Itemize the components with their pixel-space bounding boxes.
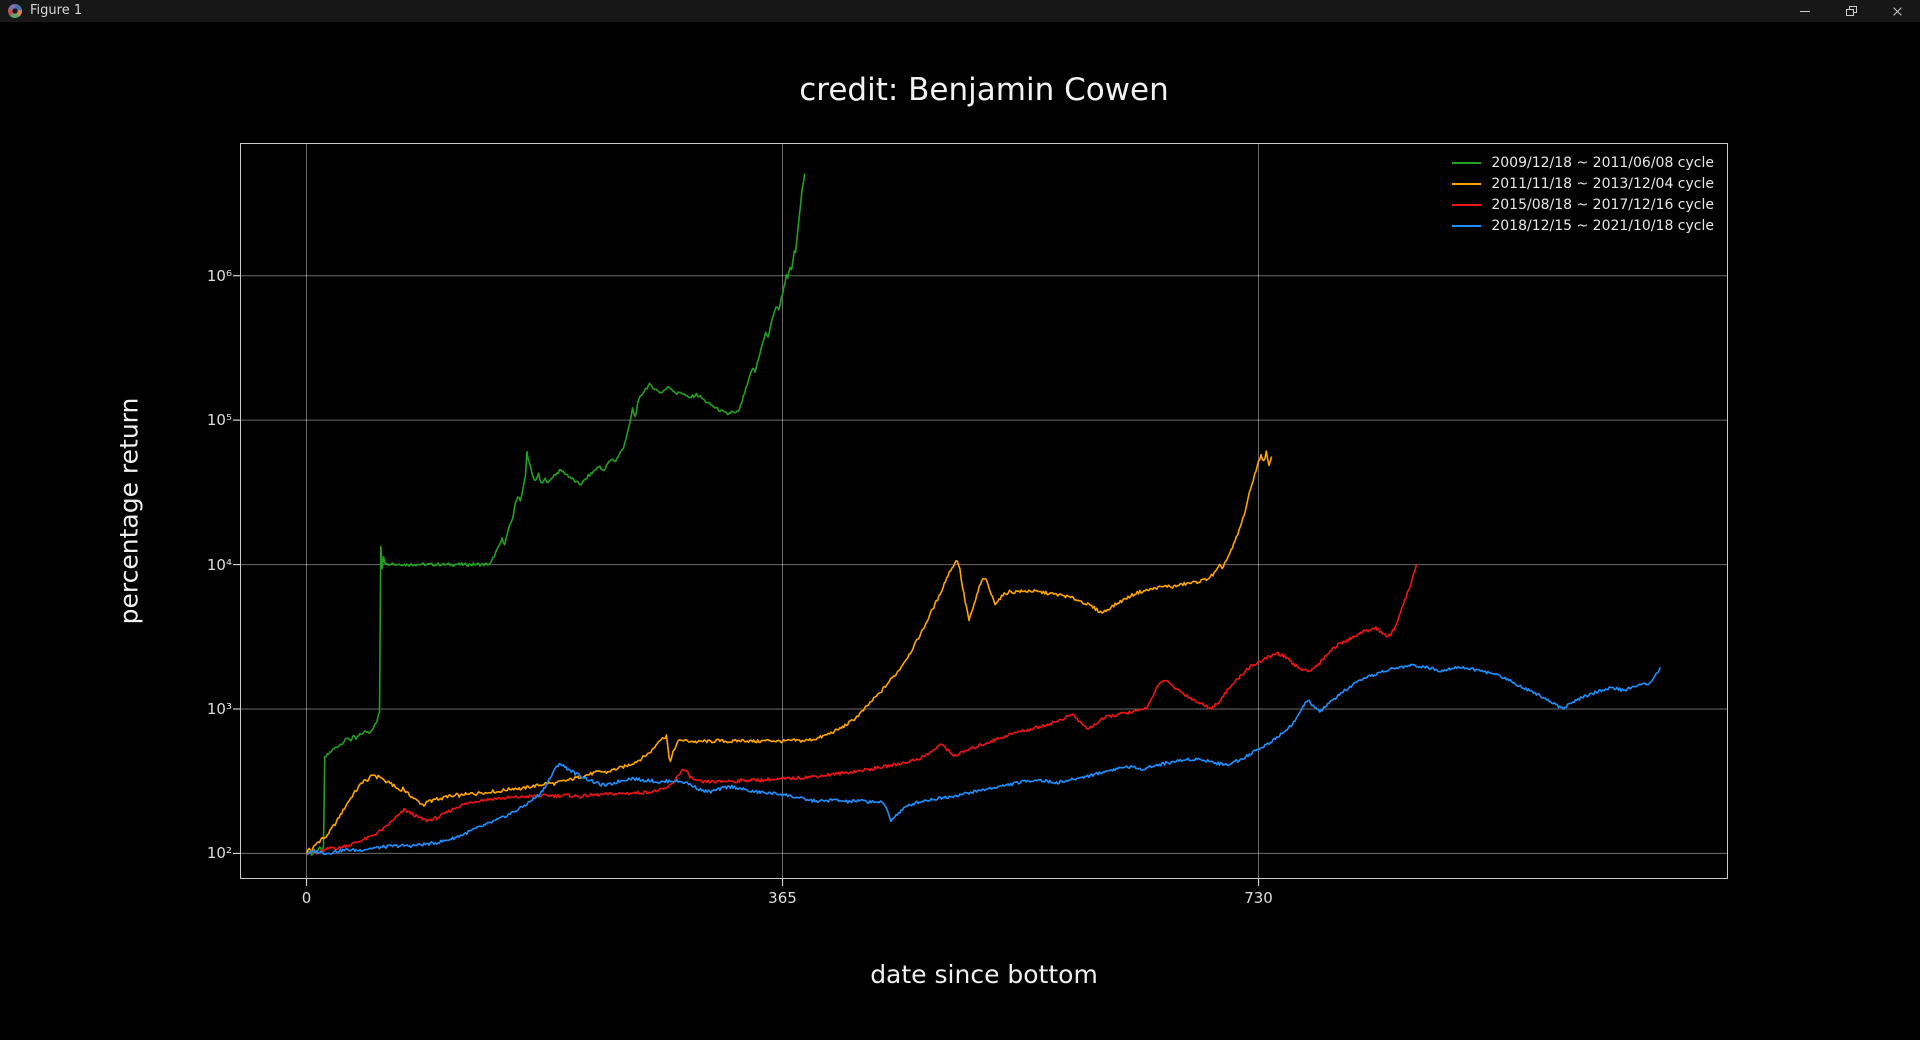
legend: 2009/12/18 ~ 2011/06/08 cycle 2011/11/18 … [1452,152,1714,236]
legend-line-sample [1452,203,1482,206]
series-line-0 [305,173,806,856]
x-axis-label: date since bottom [870,960,1098,989]
legend-item: 2018/12/15 ~ 2021/10/18 cycle [1452,215,1714,236]
chart-title: credit: Benjamin Cowen [799,72,1169,108]
close-button[interactable] [1874,0,1920,22]
matplotlib-icon [8,4,22,18]
chart-canvas [233,143,1728,886]
x-tick-label: 730 [1244,889,1273,907]
legend-line-sample [1452,161,1482,164]
x-tick-label: 0 [301,889,312,907]
legend-label: 2011/11/18 ~ 2013/12/04 cycle [1491,175,1714,192]
window-title: Figure 1 [30,3,83,18]
window-controls [1782,0,1920,22]
legend-item: 2011/11/18 ~ 2013/12/04 cycle [1452,173,1714,194]
minimize-button[interactable] [1782,0,1828,22]
legend-label: 2015/08/18 ~ 2017/12/16 cycle [1491,196,1714,213]
y-tick-label: 10³ [206,699,232,718]
legend-label: 2009/12/18 ~ 2011/06/08 cycle [1491,154,1714,171]
restore-icon [1845,6,1857,16]
series-line-1 [305,450,1273,855]
y-tick-label: 10⁵ [206,411,232,430]
close-icon [1892,6,1903,17]
x-tick-label: 365 [768,889,797,907]
legend-line-sample [1452,224,1482,227]
restore-button[interactable] [1828,0,1874,22]
series-line-2 [306,564,1418,856]
window-titlebar[interactable]: Figure 1 [0,0,1920,22]
y-tick-label: 10⁶ [206,266,232,285]
minimize-icon [1800,10,1810,12]
legend-item: 2015/08/18 ~ 2017/12/16 cycle [1452,194,1714,215]
legend-line-sample [1452,182,1482,185]
y-tick-label: 10⁴ [206,555,232,574]
axes-frame [240,143,1728,879]
legend-label: 2018/12/15 ~ 2021/10/18 cycle [1491,217,1714,234]
y-axis-label: percentage return [114,397,144,625]
legend-item: 2009/12/18 ~ 2011/06/08 cycle [1452,152,1714,173]
series-line-3 [306,663,1661,856]
y-tick-label: 10² [206,844,232,863]
